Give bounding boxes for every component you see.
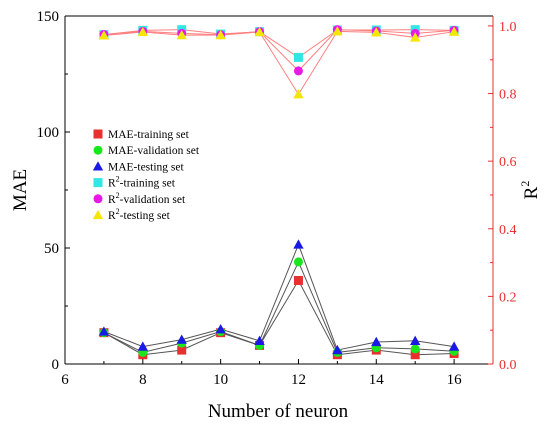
series-5-point [176, 29, 187, 40]
series-5-point [293, 89, 304, 99]
x-tick-label: 16 [447, 372, 463, 388]
y-right-tick-label: 1.0 [499, 20, 517, 35]
series-5-point [371, 27, 382, 37]
series-line-0 [103, 279, 455, 356]
y-axis-right-title-base: R [521, 186, 542, 199]
x-tick-label: 14 [369, 372, 385, 388]
y-axis-right-title-sup: 2 [518, 181, 532, 187]
y-left-tick-label: 50 [44, 241, 59, 257]
y-right-tick-label: 0.8 [499, 88, 517, 103]
y-axis-right-title: R2 [518, 181, 542, 200]
series-line-5 [103, 30, 455, 96]
y-right-tick-label: 0.4 [499, 223, 517, 238]
svg-text:R2: R2 [518, 181, 542, 200]
series-2-point [448, 341, 460, 351]
series-5-point [448, 26, 460, 36]
plot-frame [64, 15, 494, 365]
series-2-point [98, 326, 110, 336]
x-axis-title: Number of neuron [208, 401, 349, 422]
series-1-point [293, 257, 303, 267]
series-2-point [254, 335, 265, 345]
x-tick-label: 12 [291, 372, 306, 388]
series-markers [98, 25, 460, 360]
series-line-1 [103, 260, 455, 353]
legend-label: MAE-testing set [108, 161, 185, 173]
legend-marker [93, 129, 103, 139]
series-0-point [177, 345, 187, 355]
legend-label: R2-training set [108, 175, 176, 190]
series-2-point [410, 335, 421, 345]
y-left-tick-label: 150 [37, 9, 60, 25]
series-2-point [293, 239, 304, 249]
series-line-3 [103, 29, 455, 58]
series-5-point [410, 32, 421, 42]
y-right-tick-label: 0.0 [499, 358, 517, 373]
series-2-point [215, 324, 226, 334]
legend-label: MAE-validation set [108, 145, 200, 157]
x-tick-label: 10 [213, 372, 228, 388]
series-5-point [137, 26, 148, 37]
legend-marker [93, 145, 103, 155]
series-5-point [254, 26, 265, 37]
y-left-tick-label: 100 [37, 125, 60, 141]
legend-marker [93, 194, 103, 204]
legend-marker [92, 161, 104, 171]
series-0-point [293, 275, 303, 285]
legend-marker [93, 178, 103, 188]
series-2-point [332, 344, 343, 355]
legend-label: MAE-training set [108, 129, 190, 141]
series-5-point [215, 29, 226, 40]
legend-marker [92, 209, 104, 220]
series-2-point [137, 341, 148, 351]
series-0-point [410, 350, 420, 360]
x-tick-label: 8 [139, 372, 147, 388]
legend-label: R2-validation set [108, 191, 186, 206]
series-line-4 [103, 29, 455, 72]
series-4-point [293, 66, 303, 76]
series-line-2 [103, 243, 455, 351]
series-3-point [293, 52, 303, 62]
y-right-tick-label: 0.6 [499, 155, 517, 170]
series-1-point [410, 344, 420, 354]
series-lines [103, 29, 455, 356]
legend-label: R2-testing set [108, 207, 171, 222]
series-2-point [176, 334, 187, 344]
series-2-point [371, 336, 382, 347]
y-axis-left-title: MAE [10, 169, 31, 211]
series-5-point [98, 30, 110, 40]
y-right-tick-label: 0.2 [499, 290, 517, 305]
axis-ticks: 6 8 10 12 14 16 0 50 100 150 0.0 0.2 0.4 0.6 0.8 1.0 [37, 9, 517, 388]
x-tick-label: 6 [61, 372, 69, 388]
series-5-point [332, 26, 343, 36]
y-left-tick-label: 0 [52, 357, 60, 373]
legend: MAE-training set MAE-validation set MAE-te… [92, 129, 200, 222]
